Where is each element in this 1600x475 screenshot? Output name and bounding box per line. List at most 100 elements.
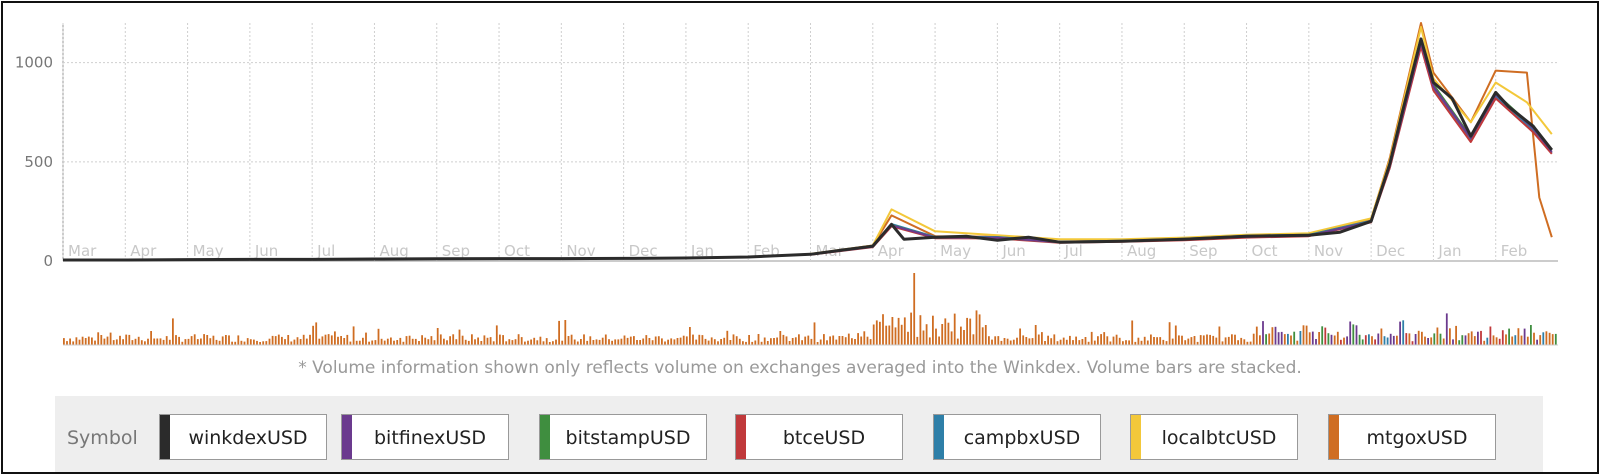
volume-bar: [1442, 338, 1445, 345]
volume-bar: [81, 336, 84, 345]
legend-item-localbtcusd[interactable]: localbtcUSD: [1130, 414, 1298, 460]
volume-bar: [414, 338, 417, 345]
volume-bar: [1125, 340, 1127, 345]
volume-bar: [704, 338, 707, 345]
volume-bar: [723, 337, 726, 345]
volume-bar: [726, 330, 729, 345]
volume-bar: [667, 339, 669, 345]
volume-bar: [312, 325, 314, 345]
volume-bar: [670, 338, 673, 345]
volume-bar: [925, 324, 928, 345]
volume-bar: [168, 339, 171, 345]
volume-bar: [570, 334, 573, 345]
volume-bar: [234, 341, 237, 345]
volume-bar: [823, 334, 825, 345]
volume-bar: [654, 336, 657, 345]
volume-bar: [819, 339, 822, 345]
volume-bar: [735, 336, 738, 345]
volume-bar: [524, 341, 526, 345]
volume-bar: [1162, 339, 1165, 345]
volume-bar: [1190, 337, 1193, 345]
volume-bar: [165, 336, 168, 345]
volume-bar: [1047, 335, 1049, 345]
volume-bar: [1473, 336, 1476, 345]
legend-label: localbtcUSD: [1161, 427, 1277, 449]
volume-bar: [548, 342, 551, 345]
volume-bar: [1031, 338, 1034, 345]
volume-bar: [418, 341, 420, 345]
volume-bar: [804, 336, 807, 345]
volume-bar: [1156, 337, 1158, 345]
volume-bar: [1402, 320, 1405, 345]
volume-bar: [1305, 325, 1308, 345]
volume-bar: [1536, 339, 1538, 345]
volume-bar: [1234, 334, 1236, 345]
volume-bar: [801, 340, 803, 345]
y-tick-label: 0: [43, 252, 53, 270]
volume-bar: [580, 339, 582, 345]
volume-bar: [1103, 332, 1106, 345]
volume-bar: [200, 338, 202, 345]
volume-bar: [352, 326, 355, 345]
volume-bar: [573, 339, 576, 345]
volume-bar: [72, 341, 75, 345]
volume-bar: [1087, 341, 1090, 345]
volume-bar: [365, 332, 367, 345]
volume-bar: [362, 337, 364, 345]
volume-bar: [717, 341, 719, 345]
volume-bar: [919, 315, 922, 345]
volume-bar: [196, 339, 199, 345]
volume-bar: [794, 337, 797, 345]
volume-bar: [1212, 335, 1215, 345]
volume-bar: [1199, 335, 1202, 345]
volume-bar: [421, 335, 423, 345]
volume-bar: [489, 337, 492, 345]
volume-bar: [1489, 326, 1492, 345]
volume-bar: [153, 338, 156, 345]
volume-bar: [346, 334, 349, 345]
volume-bar: [1118, 337, 1121, 345]
volume-bar: [1240, 337, 1243, 345]
volume-bar: [1396, 335, 1398, 345]
volume-bar: [947, 322, 950, 345]
volume-bar: [1202, 335, 1205, 345]
legend-item-mtgoxusd[interactable]: mtgoxUSD: [1328, 414, 1496, 460]
volume-bar: [841, 336, 844, 345]
volume-bar: [1411, 341, 1414, 345]
volume-bar: [564, 320, 567, 345]
volume-bar: [212, 335, 215, 345]
x-tick-label: May: [193, 242, 224, 260]
volume-bar: [1084, 337, 1087, 345]
volume-bar: [443, 338, 445, 345]
volume-bar: [692, 334, 694, 345]
volume-bar: [1324, 327, 1327, 345]
legend-item-btceusd[interactable]: btceUSD: [735, 414, 903, 460]
legend-item-winkdexusd[interactable]: winkdexUSD: [159, 414, 327, 460]
volume-bar: [1034, 325, 1037, 345]
volume-bar: [1009, 340, 1012, 345]
x-tick-label: Jul: [316, 242, 335, 260]
volume-bar: [1505, 334, 1507, 345]
volume-bar: [1187, 338, 1190, 345]
volume-bar: [1016, 337, 1018, 345]
volume-bar: [604, 334, 607, 345]
volume-bar: [695, 339, 698, 345]
volume-bar: [1551, 334, 1554, 345]
volume-bar: [411, 338, 414, 345]
volume-bar: [1383, 336, 1386, 345]
volume-bar: [1349, 321, 1352, 345]
volume-bar: [458, 329, 461, 345]
volume-bar: [309, 334, 311, 345]
volume-bar: [857, 333, 859, 345]
volume-bar: [100, 335, 103, 345]
volume-bar: [922, 330, 925, 345]
volume-bar: [371, 340, 374, 345]
legend-item-campbxusd[interactable]: campbxUSD: [933, 414, 1101, 460]
volume-bar: [464, 339, 467, 345]
legend-item-bitfinexusd[interactable]: bitfinexUSD: [341, 414, 509, 460]
volume-bar: [636, 340, 638, 345]
volume-bar: [374, 340, 377, 345]
legend-item-bitstampusd[interactable]: bitstampUSD: [539, 414, 707, 460]
volume-bar: [885, 325, 888, 345]
volume-bar: [1358, 334, 1361, 345]
